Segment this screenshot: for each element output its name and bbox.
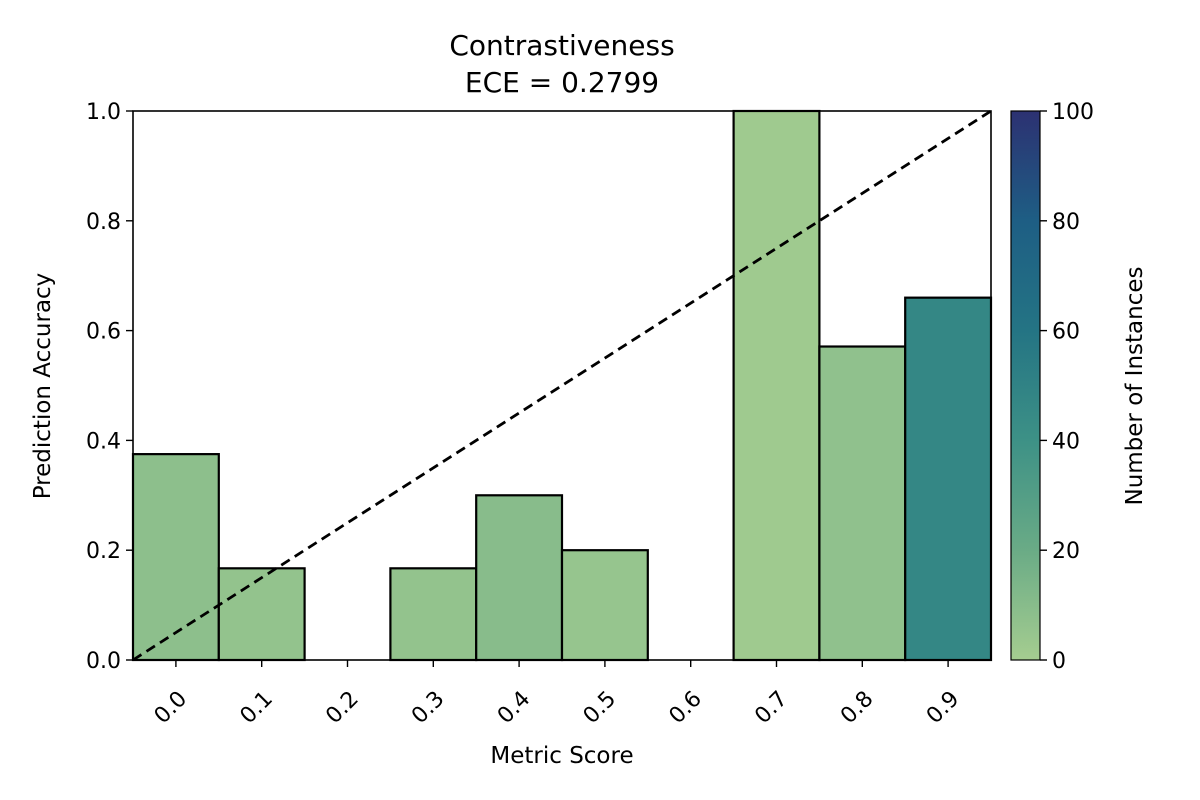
x-tick-label: 0.4	[493, 687, 535, 729]
bar-0.3	[389, 567, 478, 662]
y-tick-label: 0.2	[86, 539, 121, 564]
colorbar-tick-label: 20	[1052, 539, 1080, 564]
y-tick-label: 0.6	[86, 320, 121, 345]
x-axis-label: Metric Score	[490, 743, 633, 769]
colorbar-tick-label: 60	[1052, 320, 1080, 345]
y-tick-label: 0.8	[86, 210, 121, 235]
bar-0.4	[475, 494, 564, 662]
x-tick-label: 0.5	[579, 687, 621, 729]
bar-0.0	[131, 453, 220, 662]
bar-0.5	[560, 549, 649, 662]
y-tick-label: 1.0	[86, 100, 121, 125]
bar-0.8	[818, 345, 907, 662]
reference-diagonal-line	[132, 109, 992, 662]
x-tick-label: 0.2	[321, 687, 363, 729]
chart-title: Contrastiveness	[449, 29, 674, 62]
x-tick-label: 0.7	[750, 687, 792, 729]
colorbar	[1010, 110, 1041, 661]
y-tick-label: 0.4	[86, 429, 121, 454]
x-tick-label: 0.1	[236, 687, 278, 729]
x-tick-label: 0.0	[150, 687, 192, 729]
colorbar-tick-label: 100	[1052, 100, 1094, 125]
y-axis-ticks: 0.0 0.2 0.4 0.6 0.8 1.0	[86, 100, 133, 674]
bars-group	[131, 109, 993, 662]
colorbar-tick-label: 0	[1052, 649, 1066, 674]
bar-0.7	[732, 109, 821, 662]
bar-0.1	[217, 567, 306, 662]
x-tick-label: 0.8	[836, 687, 878, 729]
x-tick-label: 0.6	[665, 687, 707, 729]
colorbar-tick-label: 80	[1052, 210, 1080, 235]
plot-frame	[132, 110, 992, 661]
bar-0.9	[904, 296, 993, 662]
chart-subtitle: ECE = 0.2799	[465, 66, 659, 99]
colorbar-tick-label: 40	[1052, 429, 1080, 454]
x-tick-label: 0.3	[407, 687, 449, 729]
y-axis-label: Prediction Accuracy	[30, 273, 56, 500]
x-tick-label: 0.9	[922, 687, 964, 729]
colorbar-label: Number of Instances	[1122, 267, 1148, 506]
x-axis-ticks: 0.0 0.1 0.2 0.3 0.4 0.5 0.6 0.7 0.8 0.9	[150, 660, 964, 729]
y-tick-label: 0.0	[86, 649, 121, 674]
colorbar-ticks: 0 20 40 60 80 100	[1040, 100, 1094, 674]
